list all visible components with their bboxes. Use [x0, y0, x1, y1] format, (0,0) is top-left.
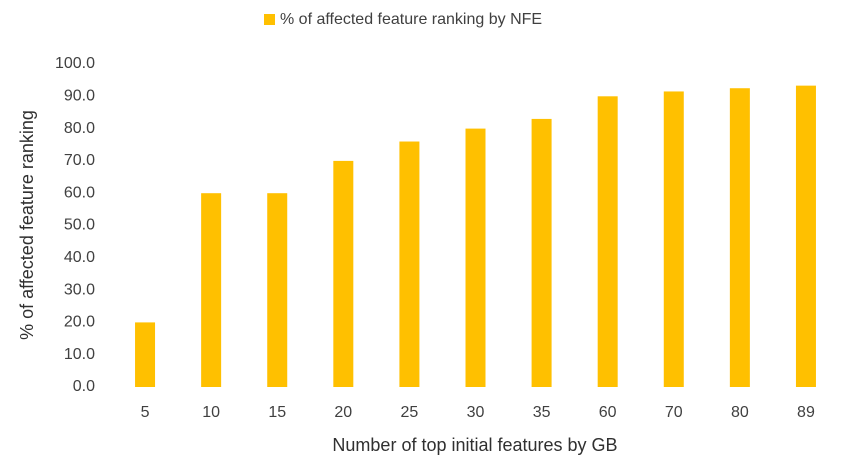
x-tick-label: 5 — [141, 404, 150, 421]
bar — [333, 160, 354, 387]
bar — [201, 193, 222, 387]
y-tick-label: 80.0 — [64, 120, 95, 137]
x-tick-label: 70 — [665, 404, 683, 421]
x-tick-label: 80 — [731, 404, 749, 421]
bar — [597, 96, 618, 388]
x-axis-title: Number of top initial features by GB — [332, 435, 617, 455]
y-tick-label: 50.0 — [64, 217, 95, 234]
x-tick-label: 89 — [797, 404, 815, 421]
bar — [795, 85, 816, 388]
legend-swatch — [264, 14, 275, 25]
y-tick-label: 10.0 — [64, 346, 95, 363]
bar — [531, 118, 552, 387]
x-tick-label: 15 — [268, 404, 286, 421]
x-tick-label: 25 — [401, 404, 419, 421]
x-tick-label: 20 — [334, 404, 352, 421]
legend-label: % of affected feature ranking by NFE — [280, 11, 542, 28]
bar — [399, 141, 420, 387]
y-tick-label: 90.0 — [64, 88, 95, 105]
y-tick-label: 70.0 — [64, 152, 95, 169]
x-tick-label: 30 — [467, 404, 485, 421]
y-tick-label: 60.0 — [64, 184, 95, 201]
y-tick-label: 40.0 — [64, 249, 95, 266]
bar — [135, 322, 156, 387]
x-tick-label: 35 — [533, 404, 551, 421]
y-tick-label: 30.0 — [64, 281, 95, 298]
y-tick-label: 100.0 — [55, 55, 95, 72]
bar — [267, 193, 288, 387]
bar — [465, 128, 486, 387]
x-tick-label: 60 — [599, 404, 617, 421]
y-tick-label: 20.0 — [64, 314, 95, 331]
bar — [663, 91, 684, 387]
x-tick-label: 10 — [202, 404, 220, 421]
y-axis-title: % of affected feature ranking — [17, 110, 37, 340]
y-tick-label: 0.0 — [73, 378, 95, 395]
bar — [729, 88, 750, 387]
